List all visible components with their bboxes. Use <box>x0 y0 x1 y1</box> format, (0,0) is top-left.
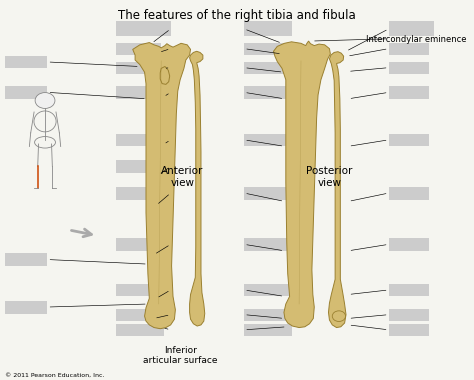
Bar <box>116 238 164 251</box>
Text: Intercondylar eminence: Intercondylar eminence <box>366 35 467 44</box>
Bar <box>244 21 292 36</box>
Bar <box>244 238 292 251</box>
Text: The features of the right tibia and fibula: The features of the right tibia and fibu… <box>118 10 356 22</box>
Text: Anterior
view: Anterior view <box>161 166 204 187</box>
Bar <box>389 43 429 55</box>
Circle shape <box>35 93 55 108</box>
Bar <box>244 324 292 336</box>
Bar <box>244 62 292 74</box>
Text: Posterior
view: Posterior view <box>306 166 353 187</box>
Bar <box>116 134 164 146</box>
Bar <box>389 324 429 336</box>
Bar <box>389 134 429 146</box>
Polygon shape <box>328 52 346 328</box>
Bar <box>116 43 161 55</box>
Bar <box>389 187 429 200</box>
Bar <box>5 253 47 266</box>
Bar <box>5 56 47 68</box>
Bar <box>116 324 164 336</box>
Bar <box>244 187 292 200</box>
Bar <box>389 238 429 251</box>
Bar <box>389 309 429 321</box>
Bar <box>244 134 292 146</box>
Bar <box>389 284 429 296</box>
Bar <box>116 284 164 296</box>
Bar <box>116 309 164 321</box>
Bar <box>244 284 292 296</box>
Bar <box>116 21 171 36</box>
Bar <box>116 160 161 173</box>
Polygon shape <box>190 51 205 326</box>
Bar <box>116 62 161 74</box>
Bar <box>389 62 429 74</box>
Bar <box>5 86 47 99</box>
Bar <box>244 86 292 99</box>
Bar <box>244 309 292 321</box>
Bar <box>389 86 429 99</box>
Text: Inferior
articular surface: Inferior articular surface <box>143 345 218 365</box>
Bar <box>5 301 47 314</box>
Bar <box>244 43 292 55</box>
Bar <box>116 86 161 99</box>
Bar <box>116 187 161 200</box>
Polygon shape <box>133 43 191 329</box>
Text: © 2011 Pearson Education, Inc.: © 2011 Pearson Education, Inc. <box>5 373 104 378</box>
Bar <box>389 21 434 36</box>
Polygon shape <box>273 41 330 328</box>
Polygon shape <box>160 66 170 84</box>
